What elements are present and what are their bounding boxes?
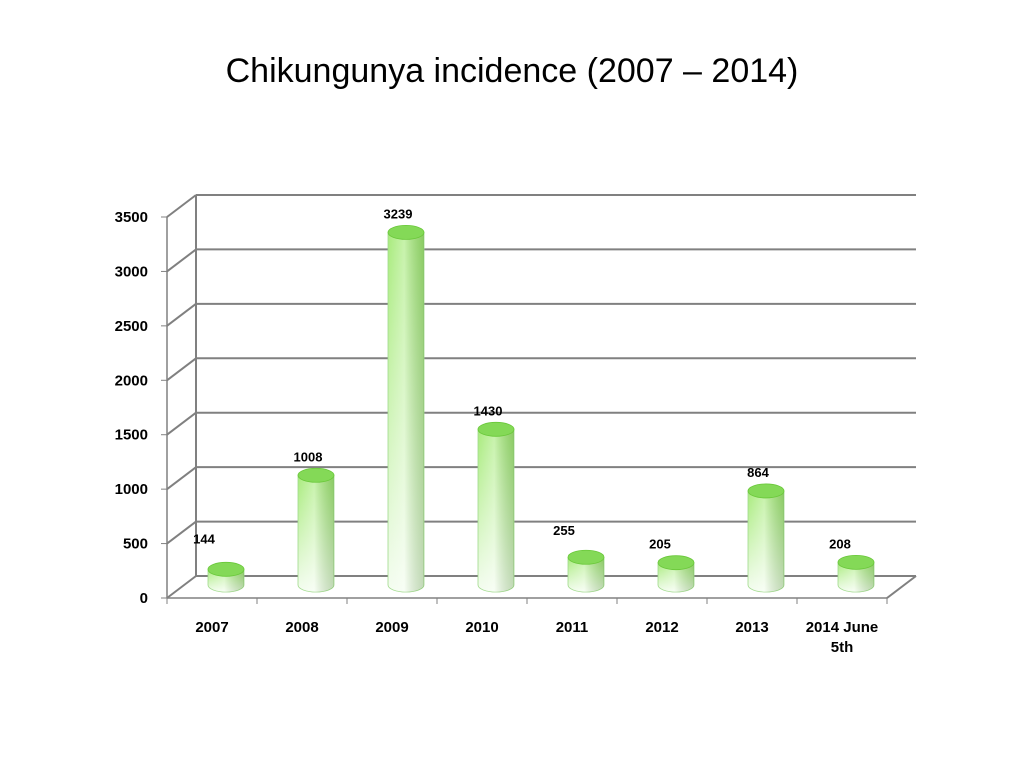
y-tick-label: 2500 xyxy=(115,318,148,335)
gridline-side xyxy=(166,357,197,382)
y-tick-label: 2000 xyxy=(115,372,148,389)
data-label: 208 xyxy=(829,536,851,551)
bar xyxy=(837,554,875,593)
gridline-side xyxy=(166,466,197,490)
data-label: 3239 xyxy=(384,206,413,221)
gridline-side xyxy=(166,194,197,218)
bar-shading xyxy=(658,562,694,592)
x-category-label: 2014 June 5th xyxy=(806,619,879,656)
bar-shading xyxy=(748,490,784,592)
y-tick-label: 0 xyxy=(140,590,148,607)
bar xyxy=(747,483,785,593)
bar-shading xyxy=(388,232,424,592)
data-label: 1008 xyxy=(294,449,323,464)
bar-shading xyxy=(478,429,514,592)
data-label: 1430 xyxy=(474,403,503,418)
axes xyxy=(161,195,917,604)
gridline-side xyxy=(166,575,197,599)
y-tick-label: 1500 xyxy=(115,427,148,444)
bar xyxy=(297,467,335,593)
x-category-label: 2012 xyxy=(645,619,678,636)
bar xyxy=(477,421,515,593)
x-category-label: 2007 xyxy=(195,619,228,636)
data-labels: 144 1008 3239 1430 255 205 864 208 xyxy=(193,206,851,551)
bar-top xyxy=(297,467,335,483)
bar-top xyxy=(657,555,695,571)
bar xyxy=(657,555,695,593)
data-label: 864 xyxy=(747,465,769,480)
bar-shading xyxy=(298,475,334,592)
y-tick-label: 3500 xyxy=(115,209,148,226)
bar-top xyxy=(207,561,245,577)
y-tick-label: 500 xyxy=(123,536,148,553)
gridline-side xyxy=(166,248,197,273)
bar-top xyxy=(477,421,515,437)
gridlines xyxy=(166,194,916,599)
bar-shading xyxy=(568,557,604,592)
x-category-label: 2010 xyxy=(465,619,498,636)
gridline-side xyxy=(166,411,197,436)
y-tick-label: 1000 xyxy=(115,481,148,498)
y-axis-tick-labels: 0 500 1000 1500 2000 2500 3000 3500 xyxy=(115,209,148,607)
bars xyxy=(207,225,875,593)
data-label: 205 xyxy=(649,537,671,552)
bar-top xyxy=(837,554,875,570)
bar xyxy=(387,225,425,593)
bar-shading xyxy=(838,562,874,592)
x-category-label: 2009 xyxy=(375,619,408,636)
gridline-side xyxy=(166,303,197,327)
y-tick-label: 3000 xyxy=(115,263,148,280)
slide-title: Chikungunya incidence (2007 – 2014) xyxy=(225,52,799,90)
x-category-label: 2013 xyxy=(735,619,768,636)
data-label: 255 xyxy=(553,523,575,538)
bar-top xyxy=(567,549,605,565)
floor-right-edge xyxy=(886,575,917,599)
bar xyxy=(567,549,605,593)
bar-top xyxy=(747,483,785,499)
bar xyxy=(207,561,245,593)
x-category-label: 2011 xyxy=(556,619,589,636)
bar-top xyxy=(387,225,425,240)
x-axis-category-labels: 2007 2008 2009 2010 2011 2012 2013 2014 June 5th xyxy=(195,619,878,656)
data-label: 144 xyxy=(193,531,215,546)
gridline-side xyxy=(166,520,197,545)
x-category-label: 2008 xyxy=(285,619,318,636)
